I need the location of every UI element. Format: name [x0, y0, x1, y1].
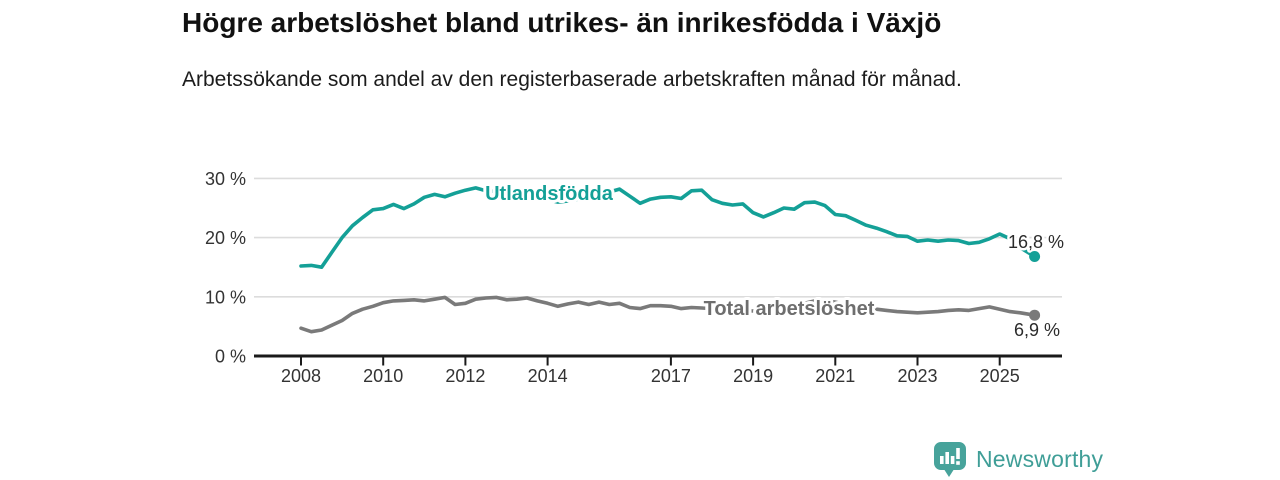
end-value-label-total-arbetsloshet: 6,9 %: [1014, 320, 1060, 340]
newsworthy-brand-text: Newsworthy: [976, 446, 1104, 472]
series-line-total-arbetsloshet: [299, 295, 1037, 334]
x-tick-label-2019: 2019: [733, 366, 773, 386]
x-tick-label-2008: 2008: [281, 366, 321, 386]
x-tick-label-2012: 2012: [445, 366, 485, 386]
newsworthy-brand-link[interactable]: Newsworthy: [933, 441, 1103, 478]
x-tick-label-2021: 2021: [815, 366, 855, 386]
x-tick-label-2025: 2025: [980, 366, 1020, 386]
series-inline-label-total-arbetsloshet: Total arbetslöshet: [704, 298, 875, 320]
y-tick-label-30: 30 %: [205, 169, 246, 189]
x-tick-label-2010: 2010: [363, 366, 403, 386]
end-point-dot-utlandsfodda: [1029, 251, 1041, 262]
series-inline-label-utlandsfodda: Utlandsfödda: [485, 183, 614, 205]
chart-title: Högre arbetslöshet bland utrikes- än inr…: [182, 7, 942, 38]
x-tick-label-2017: 2017: [651, 366, 691, 386]
end-point-dot-total-arbetsloshet: [1029, 309, 1041, 321]
end-value-label-utlandsfodda: 16,8 %: [1008, 232, 1064, 252]
y-tick-label-10: 10 %: [205, 287, 246, 307]
y-tick-label-20: 20 %: [205, 228, 246, 248]
y-tick-label-0: 0 %: [215, 347, 246, 367]
x-tick-label-2023: 2023: [897, 366, 937, 386]
newsworthy-logo-icon: [934, 442, 966, 477]
x-tick-label-2014: 2014: [528, 366, 568, 386]
series-line-utlandsfodda: [299, 186, 1037, 269]
chart-subtitle: Arbetssökande som andel av den registerb…: [182, 68, 962, 91]
